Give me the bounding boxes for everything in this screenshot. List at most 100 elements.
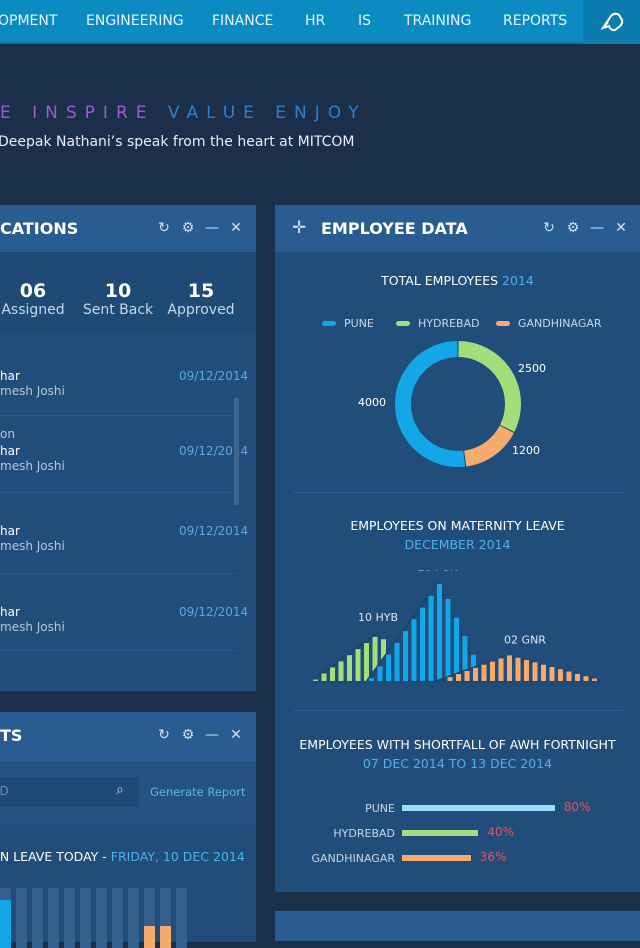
item-name: har <box>0 444 20 458</box>
maternity-bar <box>549 666 555 681</box>
employee-data-panel: ✛ EMPLOYEE DATA ↻ ⚙ — ✕ TOTAL EMPLOYEES … <box>275 205 640 892</box>
motto: E INSPIRE VALUE ENJOY <box>0 103 367 123</box>
leave-column <box>176 888 187 948</box>
leave-column <box>80 888 91 948</box>
maternity-bar <box>490 661 495 681</box>
employee-id-search-input[interactable]: ID ⌕ <box>0 777 139 807</box>
legend-swatch <box>322 321 336 326</box>
stat-label: Approved <box>167 302 235 318</box>
maternity-bar <box>313 679 318 681</box>
hero-subtitle-link[interactable]: Deepak Nathani’s speak from the heart at… <box>0 134 355 150</box>
maternity-bar <box>364 643 369 681</box>
minimize-icon[interactable]: — <box>205 727 219 743</box>
application-list: har mesh Joshi 09/12/2014 on har mesh Jo… <box>0 333 256 691</box>
maternity-subtitle: DECEMBER 2014 <box>404 537 511 552</box>
maternity-bar <box>394 642 400 681</box>
nav-item-is[interactable]: IS <box>358 13 372 29</box>
stat-value: 10 <box>104 280 132 302</box>
refresh-icon[interactable]: ↻ <box>158 220 170 236</box>
stat-assigned[interactable]: 06 Assigned <box>0 280 78 318</box>
panel-title: EMPLOYEE DATA <box>321 219 468 238</box>
maternity-bar <box>507 655 512 681</box>
nav-item-development[interactable]: OPMENT <box>0 13 58 29</box>
search-bar: ID ⌕ Generate Report <box>0 761 256 823</box>
leave-date: FRIDAY, 10 DEC 2014 <box>110 849 245 864</box>
stat-sent-back[interactable]: 10 Sent Back <box>73 280 163 318</box>
close-icon[interactable]: ✕ <box>230 727 242 743</box>
nav-item-training[interactable]: TRAINING <box>404 13 472 29</box>
item-type: on <box>0 427 15 441</box>
maternity-bar <box>437 583 442 681</box>
legend-item: GANDHINAGAR <box>496 317 602 330</box>
leave-column <box>0 888 11 948</box>
minimize-icon[interactable]: — <box>590 220 604 236</box>
donut-chart: 2500 1200 4000 <box>358 341 546 467</box>
panel-title: CATIONS <box>0 219 79 238</box>
legend-label: PUNE <box>344 317 374 330</box>
top-nav: OPMENT ENGINEERING FINANCE HR IS TRAININ… <box>0 0 640 44</box>
gear-icon[interactable]: ⚙ <box>181 727 195 743</box>
legend-swatch <box>396 321 410 326</box>
move-handle-icon[interactable]: ✛ <box>292 218 307 238</box>
maternity-bar <box>473 667 478 681</box>
donut-year: 2014 <box>502 273 534 288</box>
stats-bar: 06 Assigned 10 Sent Back 15 Approved <box>0 252 256 332</box>
divider <box>0 573 237 574</box>
generate-report-link[interactable]: Generate Report <box>150 785 246 799</box>
list-item[interactable]: har mesh Joshi 09/12/2014 <box>0 574 248 650</box>
gear-icon[interactable]: ⚙ <box>181 220 195 236</box>
maternity-bar <box>462 636 468 681</box>
list-item[interactable]: on har mesh Joshi 09/12/2014 <box>0 416 248 492</box>
maternity-bar <box>481 664 487 681</box>
donut-value-label: 4000 <box>358 396 386 409</box>
bar-category-label: GANDHINAGAR <box>311 852 395 865</box>
brand-logo-icon[interactable] <box>583 0 640 44</box>
donut-slice-pune <box>395 341 466 467</box>
nav-item-finance[interactable]: FINANCE <box>212 13 274 29</box>
nav-item-engineering[interactable]: ENGINEERING <box>86 13 184 29</box>
awh-subtitle: 07 DEC 2014 TO 13 DEC 2014 <box>362 756 553 771</box>
maternity-bar <box>454 617 459 681</box>
nav-item-hr[interactable]: HR <box>305 13 326 29</box>
bar-category-label: HYDREBAD <box>333 827 395 840</box>
divider <box>293 492 623 493</box>
leave-today-title: ON LEAVE TODAY - FRIDAY, 10 DEC 2014 <box>0 849 245 864</box>
close-icon[interactable]: ✕ <box>615 220 627 236</box>
leave-column <box>112 888 123 948</box>
stat-label: Sent Back <box>82 302 154 318</box>
leave-column <box>16 888 27 948</box>
scrollbar-thumb[interactable] <box>234 398 239 505</box>
reports-panel: TS ↻ ⚙ — ✕ ID ⌕ Generate Report ON LEAVE… <box>0 712 256 948</box>
bar-value-label: 36% <box>479 850 507 864</box>
nav-item-reports[interactable]: REPORTS <box>503 13 568 29</box>
maternity-bar <box>411 619 417 681</box>
stat-approved[interactable]: 15 Approved <box>156 280 246 318</box>
item-by: mesh Joshi <box>0 620 65 634</box>
motto-word: ENJOY <box>275 103 367 123</box>
item-by: mesh Joshi <box>0 459 65 473</box>
maternity-bar <box>403 631 408 681</box>
refresh-icon[interactable]: ↻ <box>158 727 170 743</box>
leave-column-fill <box>0 900 11 948</box>
refresh-icon[interactable]: ↻ <box>543 220 555 236</box>
legend-label: HYDREBAD <box>418 317 480 330</box>
divider <box>293 710 623 711</box>
search-icon[interactable]: ⌕ <box>116 782 124 798</box>
leave-column <box>32 888 43 948</box>
leave-column-chart <box>0 888 200 948</box>
donut-title: TOTAL EMPLOYEES <box>381 273 499 288</box>
maternity-bar <box>532 662 538 681</box>
close-icon[interactable]: ✕ <box>230 220 242 236</box>
gear-icon[interactable]: ⚙ <box>566 220 580 236</box>
maternity-bar <box>377 666 383 681</box>
list-item[interactable]: har mesh Joshi 09/12/2014 <box>0 493 248 573</box>
list-item[interactable]: har mesh Joshi 09/12/2014 <box>0 333 248 415</box>
maternity-bar <box>338 661 344 681</box>
motto-word: VALUE <box>167 103 262 123</box>
maternity-chart: 10 HYB 28 PUN 02 GNR <box>307 570 602 682</box>
applications-panel: CATIONS ↻ ⚙ — ✕ 06 Assigned 10 Sent Back 1… <box>0 205 256 691</box>
maternity-bar <box>592 678 597 681</box>
minimize-icon[interactable]: — <box>205 220 219 236</box>
maternity-bar <box>330 667 335 681</box>
panel-header: TS ↻ ⚙ — ✕ <box>0 712 256 761</box>
